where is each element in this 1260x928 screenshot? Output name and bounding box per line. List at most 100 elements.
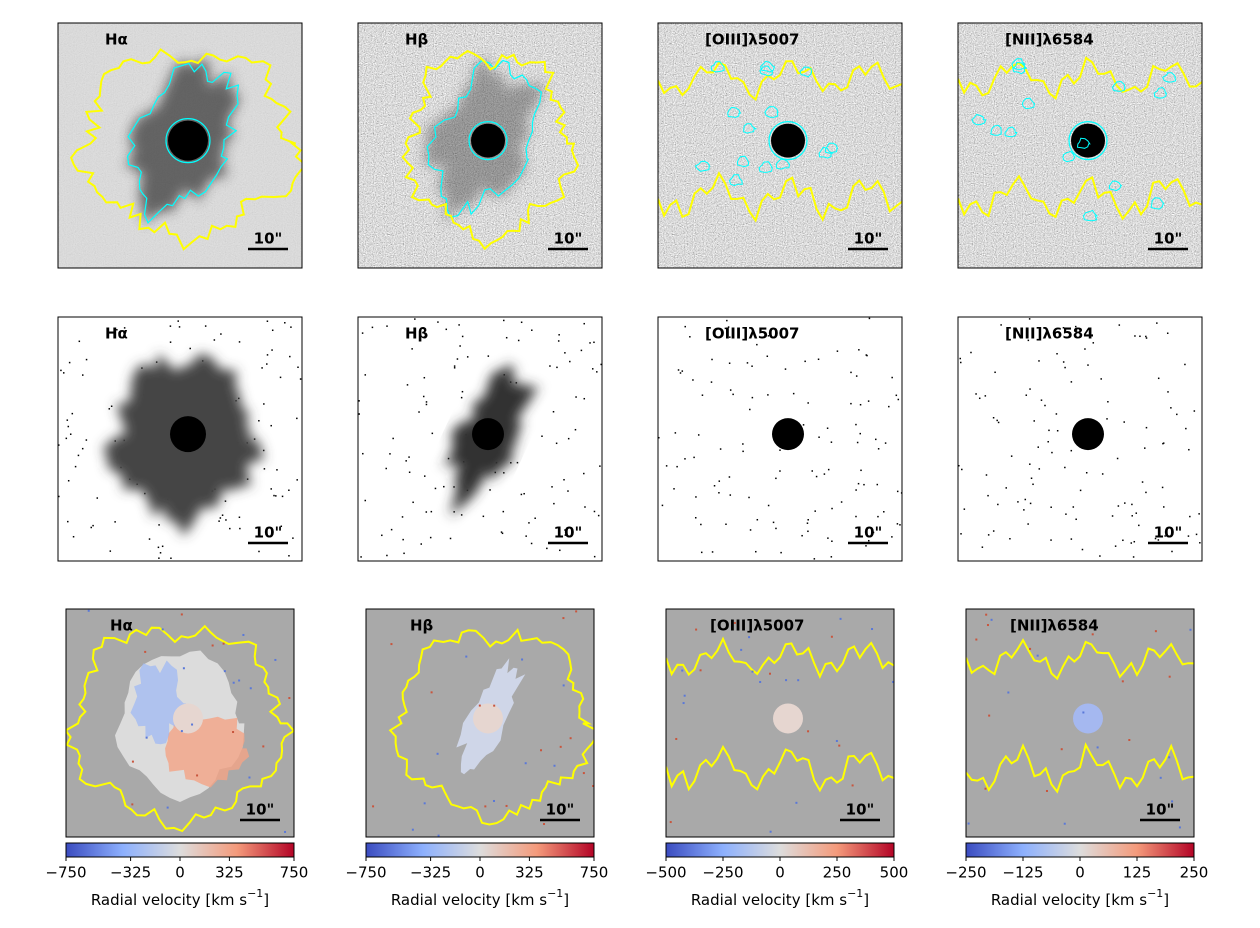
pixel [674, 432, 677, 434]
panel-label: [NII]λ6584 [1005, 325, 1094, 343]
pixel [984, 395, 987, 397]
pixel [784, 368, 787, 370]
pixel [281, 495, 284, 498]
pixel [562, 684, 565, 687]
colorbar-tick-label: 325 [215, 864, 244, 882]
colorbar-tick-label: 750 [580, 864, 609, 882]
pixel [90, 526, 93, 529]
pixel [430, 510, 433, 513]
pixel [797, 679, 800, 682]
pixel [238, 516, 241, 519]
pixel [1124, 502, 1126, 504]
label-text: Radial velocity [km s [991, 891, 1147, 909]
colorbar-label: Radial velocity [km s−1] [91, 887, 269, 909]
pixel [726, 319, 728, 322]
pixel [759, 680, 762, 683]
pixel [543, 823, 546, 826]
contour-outer [966, 742, 1194, 794]
pixel [389, 453, 391, 455]
pixel [114, 521, 116, 523]
pixel [196, 774, 199, 777]
pixel [997, 421, 1000, 424]
colorbar-tick-label: 0 [775, 864, 785, 882]
pixel [453, 365, 456, 367]
pixel [740, 648, 743, 651]
pixel [528, 522, 530, 524]
pixel [1145, 335, 1147, 338]
contour [760, 60, 776, 73]
pixel [1056, 353, 1058, 355]
pixel [1118, 324, 1121, 326]
pixel [552, 410, 555, 413]
pixel [1099, 555, 1101, 557]
pixel [807, 519, 809, 521]
pixel [839, 617, 842, 620]
pixel [92, 524, 94, 527]
pixel [1171, 550, 1173, 553]
pixel [232, 731, 235, 734]
pixel [1185, 427, 1187, 430]
pixel [1065, 513, 1067, 515]
panel-frame [657, 316, 903, 562]
scale-label: 10" [1154, 230, 1183, 248]
pixel [408, 456, 410, 458]
pixel [830, 556, 833, 558]
panel-label: Hα [110, 617, 133, 635]
pixel [385, 467, 387, 470]
pixel [891, 536, 893, 538]
colorbar-tick-label: 750 [280, 864, 309, 882]
pixel [557, 340, 560, 342]
colorbar-tick-label: −325 [110, 864, 151, 882]
pixel [1062, 361, 1065, 363]
panel [966, 609, 1194, 837]
pixel [177, 320, 179, 322]
pixel [742, 443, 744, 445]
pixel [769, 830, 772, 833]
pixel [67, 479, 70, 482]
pixel [719, 448, 722, 450]
colorbar-tick-label: −250 [945, 864, 986, 882]
pixel [1168, 756, 1171, 759]
pixel [804, 360, 806, 363]
pixel [274, 658, 277, 661]
pixel [110, 405, 113, 407]
pixel [87, 609, 90, 612]
pixel [422, 395, 425, 398]
pixel [575, 396, 577, 398]
pixel [437, 834, 440, 837]
pixel [711, 358, 713, 361]
pixel [681, 370, 684, 372]
pixel [423, 802, 426, 805]
pixel [157, 546, 160, 549]
pixel [414, 318, 416, 320]
pixel [867, 400, 870, 402]
pixel [144, 650, 147, 653]
pixel [593, 341, 595, 344]
pixel [482, 515, 485, 518]
pixel [827, 537, 829, 539]
pixel [401, 516, 404, 518]
panel-frame [57, 22, 303, 269]
pixel [1081, 548, 1084, 551]
pixel [520, 321, 523, 324]
pixel [1123, 421, 1125, 423]
contour-outer [69, 48, 302, 251]
pixel [718, 492, 720, 494]
pixel [223, 670, 226, 673]
pixel [423, 376, 426, 379]
contour-outer [401, 49, 580, 251]
pixel [1032, 483, 1034, 486]
pixel [515, 382, 518, 384]
pixel [1157, 377, 1160, 380]
colorbar [365, 842, 595, 858]
pixel [665, 465, 668, 467]
pixel [827, 468, 830, 471]
pixel [1084, 348, 1086, 350]
pixel [596, 371, 598, 373]
pixel [967, 822, 970, 825]
pixel [766, 355, 769, 358]
contour-outer [666, 636, 894, 679]
pixel [1070, 538, 1073, 540]
pixel [888, 405, 890, 408]
